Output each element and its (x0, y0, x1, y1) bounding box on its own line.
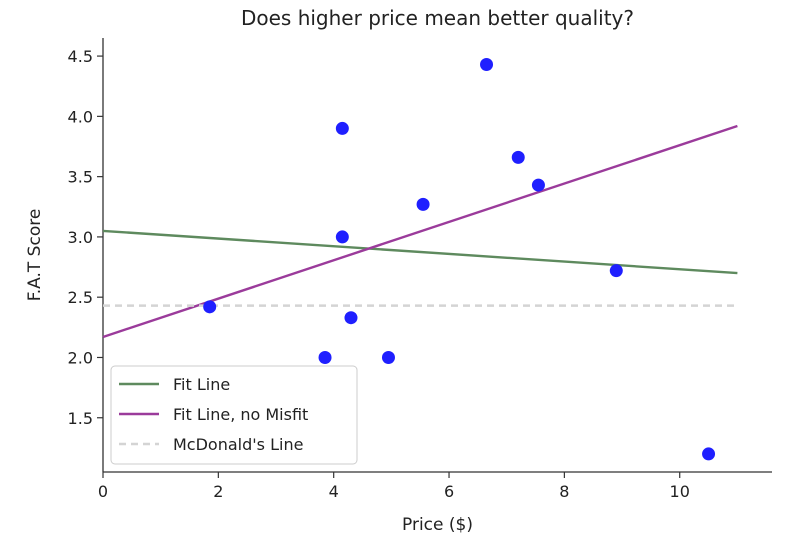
data-point (203, 300, 217, 314)
series-line-0 (102, 229, 738, 275)
data-point (511, 150, 525, 164)
y-tick-label: 4.0 (68, 107, 93, 126)
data-point (381, 350, 395, 364)
y-tick-label: 3.0 (68, 228, 93, 247)
data-point (344, 311, 358, 325)
chart-title: Does higher price mean better quality? (241, 6, 634, 30)
x-axis-title: Price ($) (402, 515, 473, 535)
y-tick-label: 2.5 (68, 288, 93, 307)
legend-label: Fit Line, no Misfit (173, 405, 308, 424)
y-tick-label: 3.5 (68, 168, 93, 187)
data-point (318, 350, 332, 364)
legend-label: McDonald's Line (173, 435, 303, 454)
x-tick-label: 8 (559, 482, 569, 501)
x-tick-label: 0 (98, 482, 108, 501)
x-tick-label: 10 (670, 482, 690, 501)
data-point (480, 58, 494, 72)
legend-label: Fit Line (173, 375, 230, 394)
data-point (335, 230, 349, 244)
data-point (416, 197, 430, 211)
data-point (335, 121, 349, 135)
x-tick-label: 6 (444, 482, 454, 501)
y-tick-label: 4.5 (68, 47, 93, 66)
y-axis-title: F.A.T Score (25, 209, 45, 302)
legend-box (110, 365, 358, 465)
data-point (702, 447, 716, 461)
y-tick-label: 2.0 (68, 348, 93, 367)
y-tick-label: 1.5 (68, 409, 93, 428)
x-tick-label: 4 (329, 482, 339, 501)
x-tick-label: 2 (213, 482, 223, 501)
data-point (531, 178, 545, 192)
data-point (609, 264, 623, 278)
